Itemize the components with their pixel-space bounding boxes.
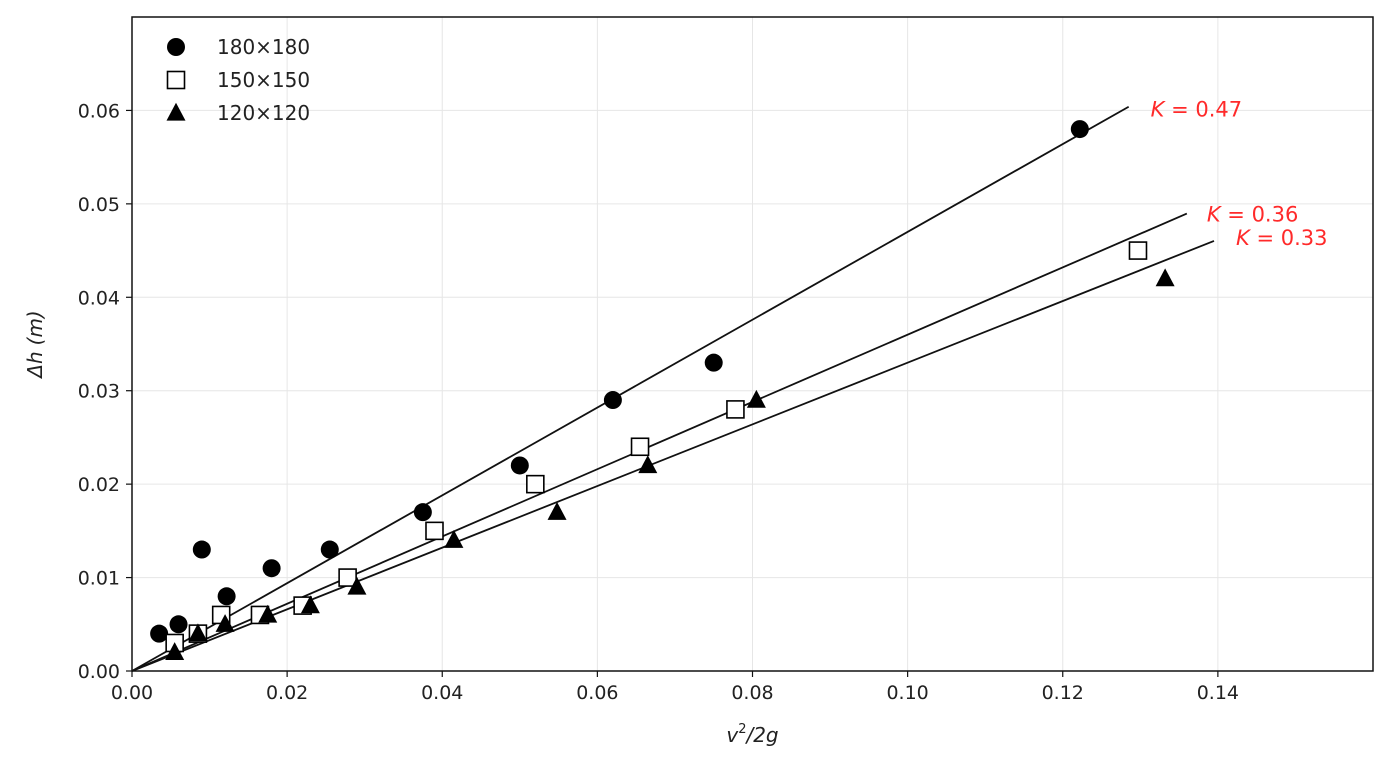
- data-point-square: [338, 568, 357, 587]
- data-point-triangle: [188, 623, 208, 642]
- data-point-triangle: [165, 642, 185, 660]
- legend: 180×180 150×150 120×120: [166, 35, 310, 125]
- data-point-triangle: [215, 614, 235, 632]
- data-point-circle: [262, 559, 281, 578]
- y-tick-label: 0.02: [78, 474, 120, 496]
- data-point-triangle: [547, 501, 567, 520]
- x-tick-label: 0.02: [266, 682, 308, 704]
- data-point-circle: [150, 624, 169, 643]
- data-point-triangle: [300, 595, 320, 614]
- data-point-triangle: [444, 530, 464, 548]
- legend-marker-circle: [167, 38, 185, 56]
- legend-marker-square: [166, 70, 186, 90]
- k-value-label: K = 0.36: [1207, 203, 1299, 227]
- data-point-circle: [320, 540, 339, 559]
- data-point-square: [526, 474, 545, 494]
- grid: [131, 17, 1373, 672]
- data-point-triangle: [1155, 268, 1175, 287]
- legend-marker-triangle: [166, 102, 186, 121]
- data-point-circle: [413, 503, 432, 522]
- x-axis-label: v2/2g: [726, 722, 778, 747]
- fit-lines: [131, 105, 1215, 672]
- data-point-circle: [704, 353, 723, 372]
- legend-label: 120×120: [217, 101, 310, 125]
- y-tick-label: 0.01: [78, 568, 120, 590]
- fit-line: [131, 105, 1130, 672]
- data-points: [150, 120, 1175, 660]
- data-point-triangle: [347, 576, 367, 595]
- y-tick-label: 0.04: [78, 287, 120, 309]
- data-point-square: [630, 437, 650, 457]
- data-point-circle: [510, 456, 529, 475]
- k-value-label: K = 0.47: [1151, 98, 1243, 122]
- y-tick-label: 0.06: [78, 100, 120, 122]
- y-tick-label: 0.05: [78, 194, 120, 216]
- x-tick-label: 0.04: [421, 682, 463, 704]
- x-tick-label: 0.06: [576, 682, 618, 704]
- x-tick-label: 0.00: [111, 682, 153, 704]
- k-labels: K = 0.47 K = 0.36K = 0.33: [1151, 98, 1328, 250]
- data-point-circle: [1070, 120, 1089, 139]
- x-tick-label: 0.12: [1042, 682, 1084, 704]
- data-point-circle: [169, 615, 188, 634]
- data-point-square: [726, 400, 745, 419]
- y-axis-label: Δh(m): [23, 310, 47, 379]
- data-point-triangle: [746, 389, 766, 408]
- legend-label: 180×180: [217, 35, 310, 59]
- data-point-triangle: [258, 604, 278, 623]
- x-tick-label: 0.14: [1197, 682, 1239, 704]
- fit-line: [131, 212, 1188, 672]
- y-tick-label: 0.00: [78, 661, 120, 683]
- data-point-triangle: [638, 455, 658, 474]
- x-tick-label: 0.08: [731, 682, 773, 704]
- k-value-label: K = 0.33: [1236, 226, 1328, 250]
- data-point-circle: [217, 587, 236, 606]
- data-point-square: [425, 521, 444, 541]
- axis-ticks: 0.00 0.02 0.04 0.06 0.08 0.10 0.12 0.14 0.00 0.01…: [78, 100, 1239, 704]
- legend-label: 150×150: [217, 68, 310, 92]
- data-point-circle: [603, 391, 622, 410]
- data-point-circle: [192, 540, 211, 559]
- x-tick-label: 0.10: [886, 682, 928, 704]
- y-tick-label: 0.03: [78, 381, 120, 403]
- data-point-square: [1128, 241, 1148, 260]
